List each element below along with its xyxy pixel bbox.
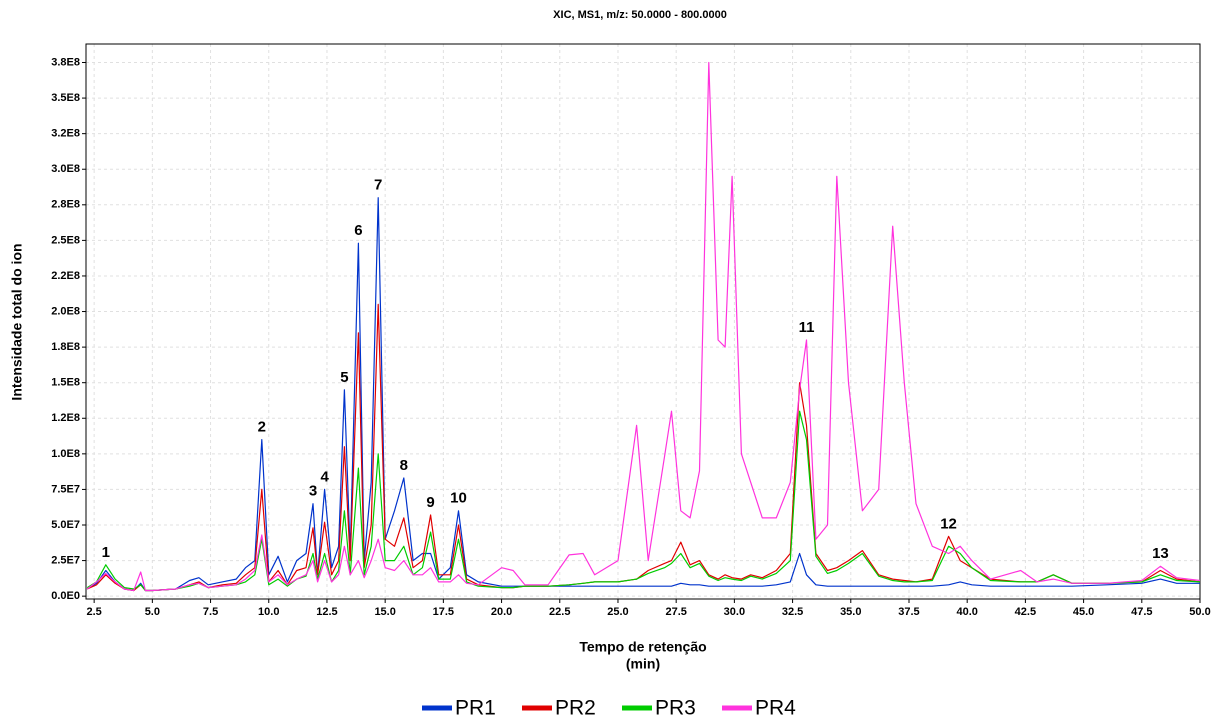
peak-label: 1: [102, 544, 110, 561]
series-line: [86, 197, 1200, 592]
x-tick-label: 17.5: [433, 606, 454, 618]
x-tick-label: 37.5: [898, 606, 919, 618]
chart-title: XIC, MS1, m/z: 50.0000 - 800.0000: [553, 9, 727, 21]
x-tick-label: 50.0: [1189, 606, 1210, 618]
legend-label: PR4: [755, 697, 796, 720]
y-tick-label: 1.2E8: [51, 412, 80, 424]
y-tick-label: 1.5E8: [51, 377, 80, 389]
y-tick-label: 2.5E7: [51, 554, 80, 566]
x-tick-label: 30.0: [724, 606, 745, 618]
x-tick-label: 12.5: [316, 606, 337, 618]
series-line: [86, 61, 1201, 592]
y-tick-label: 3.8E8: [51, 56, 80, 68]
peak-label: 7: [374, 177, 382, 194]
x-axis-label: (min): [626, 656, 660, 672]
x-tick-label: 15.0: [374, 606, 395, 618]
legend-label: PR2: [555, 697, 596, 720]
peak-label: 4: [320, 468, 329, 485]
y-tick-label: 3.5E8: [51, 92, 80, 104]
y-tick-label: 3.0E8: [51, 163, 80, 175]
x-tick-label: 20.0: [491, 606, 512, 618]
peak-label: 9: [426, 494, 434, 511]
x-tick-label: 25.0: [607, 606, 628, 618]
x-tick-label: 2.5: [86, 606, 101, 618]
legend-label: PR3: [655, 697, 696, 720]
peak-label: 6: [354, 222, 362, 239]
x-tick-label: 42.5: [1015, 606, 1036, 618]
peak-label: 10: [450, 490, 467, 507]
x-tick-label: 32.5: [782, 606, 803, 618]
x-tick-label: 47.5: [1131, 606, 1152, 618]
y-tick-label: 1.0E8: [51, 448, 80, 460]
y-tick-label: 7.5E7: [51, 483, 80, 495]
x-tick-label: 27.5: [665, 606, 686, 618]
legend-label: PR1: [455, 697, 496, 720]
y-tick-label: 2.0E8: [51, 305, 80, 317]
x-tick-label: 45.0: [1073, 606, 1094, 618]
y-tick-label: 2.2E8: [51, 270, 80, 282]
peak-label: 5: [340, 369, 348, 386]
y-tick-label: 2.5E8: [51, 234, 80, 246]
y-tick-label: 0.0E0: [51, 590, 80, 602]
peak-label: 2: [258, 419, 266, 436]
y-tick-label: 5.0E7: [51, 519, 80, 531]
x-tick-label: 5.0: [145, 606, 160, 618]
y-tick-label: 3.2E8: [51, 128, 80, 140]
peak-label: 12: [940, 515, 957, 532]
plot-frame: [85, 43, 1201, 600]
y-tick-label: 1.8E8: [51, 341, 80, 353]
peak-label: 8: [400, 457, 408, 474]
x-axis-label: Tempo de retenção: [579, 639, 706, 655]
peak-label: 3: [309, 483, 317, 500]
x-tick-label: 40.0: [956, 606, 977, 618]
peak-label: 11: [799, 319, 815, 336]
series-line: [86, 410, 1201, 592]
x-tick-label: 22.5: [549, 606, 570, 618]
x-tick-label: 10.0: [258, 606, 279, 618]
x-tick-label: 35.0: [840, 606, 861, 618]
peak-label: 13: [1152, 545, 1169, 562]
y-axis-label: Intensidade total do ion: [9, 243, 25, 400]
y-tick-label: 2.8E8: [51, 199, 80, 211]
x-tick-label: 7.5: [203, 606, 218, 618]
